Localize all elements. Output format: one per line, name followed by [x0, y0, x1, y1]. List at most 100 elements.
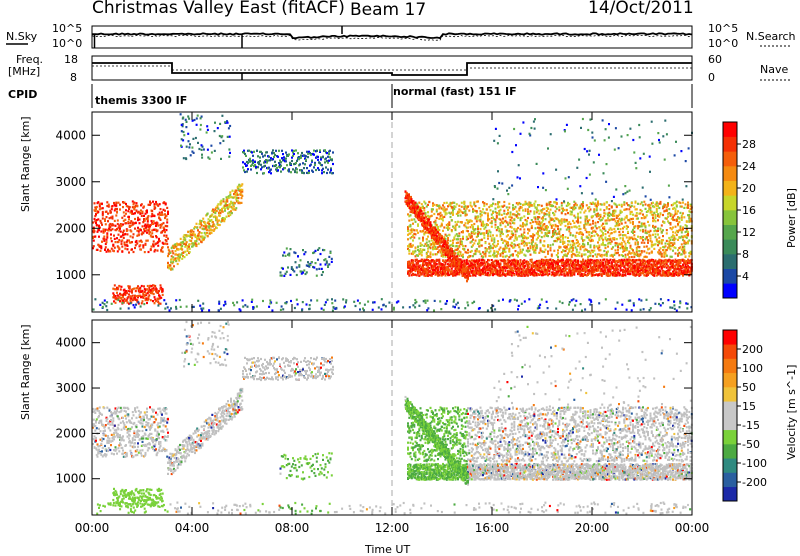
range-cell	[520, 219, 522, 221]
range-cell	[668, 208, 670, 210]
range-cell	[412, 223, 414, 225]
range-cell	[573, 272, 575, 274]
range-cell	[602, 223, 604, 225]
range-cell	[653, 212, 655, 214]
range-cell	[538, 235, 540, 237]
range-cell	[413, 237, 415, 239]
range-cell	[533, 234, 535, 236]
range-cell	[540, 247, 542, 249]
range-cell	[492, 247, 494, 249]
range-cell	[656, 210, 658, 212]
range-cell	[450, 259, 452, 261]
range-cell	[420, 210, 422, 212]
range-cell	[490, 209, 492, 211]
range-cell	[580, 221, 582, 223]
range-cell	[458, 273, 460, 275]
range-cell	[626, 208, 628, 210]
range-cell	[596, 207, 598, 209]
range-cell	[410, 196, 412, 198]
range-cell	[655, 220, 657, 222]
range-cell	[590, 244, 592, 246]
range-cell	[532, 239, 534, 241]
range-cell	[632, 223, 634, 225]
range-cell	[661, 255, 663, 257]
range-cell	[417, 246, 419, 248]
range-cell	[665, 252, 667, 254]
range-cell	[412, 259, 414, 261]
range-cell	[531, 259, 533, 261]
range-cell	[535, 252, 537, 254]
range-cell	[526, 242, 528, 244]
range-cell	[568, 226, 570, 228]
range-cell	[446, 212, 448, 214]
range-cell	[438, 274, 440, 276]
range-cell	[512, 253, 514, 255]
range-cell	[445, 263, 447, 265]
range-cell	[685, 255, 687, 257]
range-cell	[488, 243, 490, 245]
range-cell	[451, 270, 453, 272]
range-cell	[572, 220, 574, 222]
range-cell	[648, 224, 650, 226]
range-cell	[451, 229, 453, 231]
range-cell	[636, 249, 638, 251]
range-cell	[478, 260, 480, 262]
range-cell	[581, 273, 583, 275]
range-cell	[547, 250, 549, 252]
range-cell	[506, 255, 508, 257]
range-cell	[590, 255, 592, 257]
range-cell	[615, 249, 617, 251]
range-cell	[503, 213, 505, 215]
range-cell	[450, 240, 452, 242]
range-cell	[438, 241, 440, 243]
range-cell	[572, 234, 574, 236]
range-cell	[608, 235, 610, 237]
range-cell	[411, 198, 413, 200]
range-cell	[531, 227, 533, 229]
range-cell	[636, 215, 638, 217]
range-cell	[575, 207, 577, 209]
range-cell	[645, 216, 647, 218]
range-cell	[672, 250, 674, 252]
range-cell	[618, 254, 620, 256]
range-cell	[446, 235, 448, 237]
range-cell	[677, 255, 679, 257]
range-cell	[436, 235, 438, 237]
range-cell	[686, 237, 688, 239]
range-cell	[655, 226, 657, 228]
range-cell	[675, 226, 677, 228]
range-cell	[603, 209, 605, 211]
range-cell	[421, 244, 423, 246]
range-cell	[540, 239, 542, 241]
range-cell	[642, 236, 644, 238]
range-cell	[556, 208, 558, 210]
range-cell	[631, 256, 633, 258]
range-cell	[617, 268, 619, 270]
range-cell	[476, 210, 478, 212]
range-cell	[552, 224, 554, 226]
range-cell	[677, 239, 679, 241]
range-cell	[573, 244, 575, 246]
range-cell	[566, 209, 568, 211]
range-cell	[513, 228, 515, 230]
range-cell	[425, 212, 427, 214]
range-cell	[638, 221, 640, 223]
range-cell	[646, 256, 648, 258]
range-cell	[505, 270, 507, 272]
range-cell	[433, 213, 435, 215]
range-cell	[613, 215, 615, 217]
range-cell	[600, 209, 602, 211]
range-cell	[658, 207, 660, 209]
range-cell	[632, 249, 634, 251]
range-cell	[471, 250, 473, 252]
range-cell	[525, 210, 527, 212]
range-cell	[430, 262, 432, 264]
range-cell	[690, 218, 692, 220]
range-cell	[463, 248, 465, 250]
range-cell	[587, 242, 589, 244]
range-cell	[496, 229, 498, 231]
range-cell	[421, 213, 423, 215]
range-cell	[555, 206, 557, 208]
range-cell	[516, 230, 518, 232]
range-cell	[642, 204, 644, 206]
